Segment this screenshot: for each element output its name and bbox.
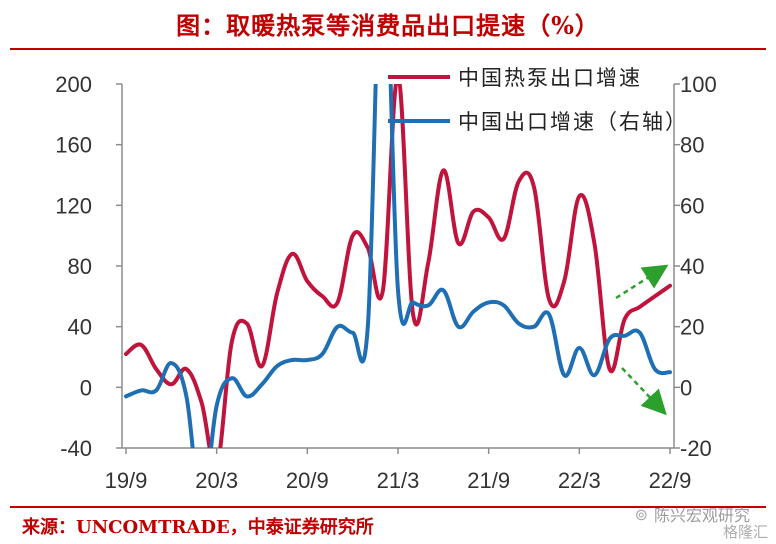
y-right-tick-label: 100 xyxy=(680,72,717,97)
chart-title: 图：取暖热泵等消费品出口提速（%） xyxy=(176,11,600,40)
line-chart: -40 0 40 80 120 160 200 -20 0 20 40 60 80 100 19/9 20/3… xyxy=(55,66,717,493)
arrow-down-icon xyxy=(621,367,667,416)
title-divider xyxy=(10,48,766,50)
x-tick-label: 20/3 xyxy=(195,468,238,493)
x-tick-label: 21/3 xyxy=(377,468,420,493)
source-divider xyxy=(10,506,766,508)
y-right-tick-label: 60 xyxy=(680,193,704,218)
y-left-tick-label: 120 xyxy=(55,193,92,218)
series-line-export xyxy=(124,84,672,448)
y-right-tick-label: 0 xyxy=(680,375,692,400)
x-tick-label: 20/9 xyxy=(286,468,329,493)
y-left-tick-label: 0 xyxy=(80,375,92,400)
y-left-tick-label: -40 xyxy=(60,436,92,461)
watermark-text: 陈兴宏观研究 xyxy=(653,506,750,525)
y-left-tick-label: 40 xyxy=(68,315,92,340)
y-left-tick-label: 160 xyxy=(55,133,92,158)
legend-label: 中国热泵出口增速 xyxy=(458,66,642,90)
y-left-tick-label: 80 xyxy=(68,254,92,279)
y-left-tick-label: 200 xyxy=(55,72,92,97)
watermark: ⊚ 陈兴宏观研究 xyxy=(635,502,750,526)
wechat-icon: ⊚ xyxy=(634,504,648,524)
x-tick-label: 22/9 xyxy=(649,468,692,493)
source-note: 来源：UNCOMTRADE，中泰证券研究所 xyxy=(22,517,374,538)
y-right-tick-label: 20 xyxy=(680,315,704,340)
arrow-up-icon xyxy=(615,264,669,300)
legend-label: 中国出口增速（右轴） xyxy=(458,110,688,134)
y-right-tick-label: 80 xyxy=(680,133,704,158)
x-tick-label: 19/9 xyxy=(105,468,148,493)
x-tick-label: 22/3 xyxy=(558,468,601,493)
y-right-tick-label: 40 xyxy=(680,254,704,279)
y-right-tick-label: -20 xyxy=(680,436,712,461)
series-line-heat-pump xyxy=(124,84,672,448)
x-tick-label: 21/9 xyxy=(467,468,510,493)
watermark-secondary: 格隆汇 xyxy=(722,523,768,541)
